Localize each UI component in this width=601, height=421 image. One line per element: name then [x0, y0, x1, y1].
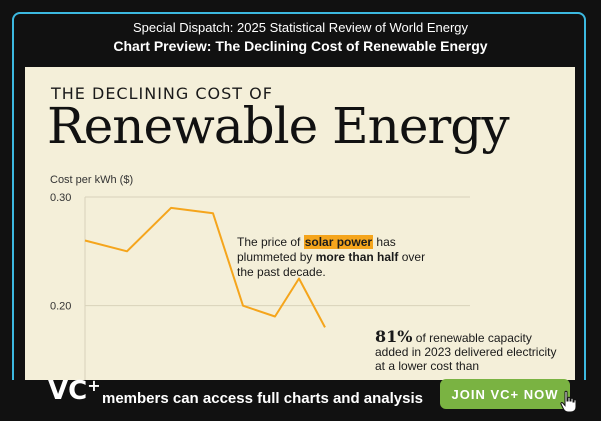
dispatch-header: Special Dispatch: 2025 Statistical Revie… — [132, 20, 469, 35]
solar-annotation: The price of solar power has plummeted b… — [237, 235, 437, 280]
annotation-bold: more than half — [315, 250, 399, 264]
line-chart: 0.30 0.20 — [50, 192, 470, 380]
capacity-percentage: 81% — [375, 327, 413, 346]
capacity-annotation: 81% of renewable capacity added in 2023 … — [375, 327, 565, 374]
banner-message: members can access full charts and analy… — [102, 390, 423, 407]
chart-preview-title: Chart Preview: The Declining Cost of Ren… — [113, 38, 488, 54]
chart-card: THE DECLINING COST OF Renewable Energy C… — [25, 67, 575, 380]
solar-power-highlight: solar power — [303, 235, 374, 249]
logo-text: VC — [48, 376, 88, 406]
solar-cost-line — [84, 206, 326, 328]
chart-title: Renewable Energy — [47, 97, 510, 155]
annotation-text-post: over the past decade. — [237, 250, 426, 279]
y-axis-label: Cost per kWh ($) — [50, 174, 134, 186]
hand-cursor-icon — [560, 390, 577, 413]
capacity-text: of renewable capacity added in 2023 deli… — [375, 331, 557, 373]
annotation-text-pre: The price of — [237, 235, 304, 249]
y-tick-label: 0.20 — [50, 301, 71, 313]
join-vc-plus-button[interactable]: JOIN VC+ NOW — [440, 379, 570, 409]
vc-plus-logo: VC+ — [48, 376, 101, 406]
logo-plus: + — [87, 376, 101, 395]
chart-kicker: THE DECLINING COST OF — [51, 84, 273, 103]
annotation-text-mid: has plummeted by — [237, 235, 396, 264]
y-tick-label: 0.30 — [50, 192, 71, 204]
